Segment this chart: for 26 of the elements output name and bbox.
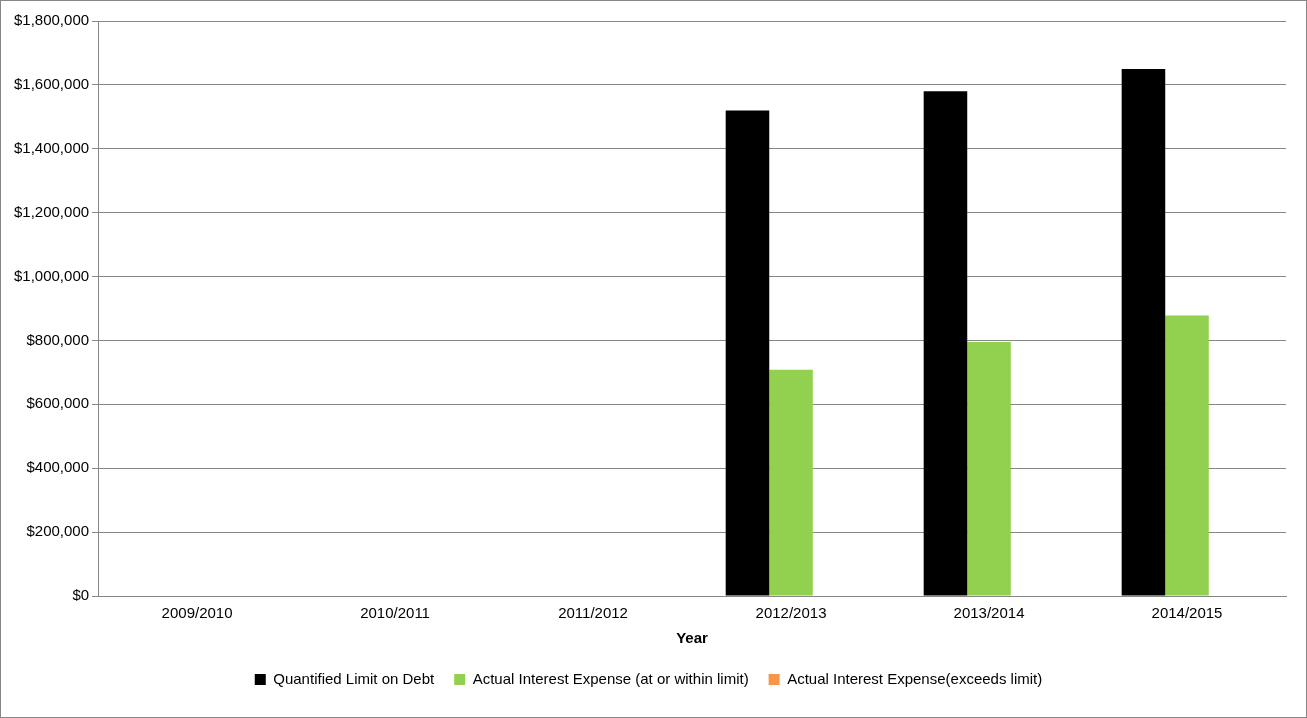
bar (769, 369, 813, 596)
y-tick-label: $1,800,000 (14, 11, 90, 29)
legend-label: Quantified Limit on Debt (273, 669, 436, 687)
y-tick-label: $0 (72, 586, 90, 604)
y-tick-label: $1,200,000 (14, 202, 90, 220)
bar (967, 342, 1011, 596)
x-tick-label: 2014/2015 (1151, 604, 1223, 622)
y-tick-label: $1,400,000 (14, 138, 90, 156)
bar (923, 91, 968, 596)
x-axis-title: Year (676, 629, 709, 647)
bar (725, 110, 770, 596)
y-tick-label: $800,000 (26, 330, 90, 348)
x-tick-label: 2010/2011 (360, 604, 430, 622)
x-tick-label: 2013/2014 (953, 604, 1025, 622)
y-tick-label: $400,000 (26, 458, 90, 476)
bar (1121, 68, 1166, 596)
x-tick-label: 2009/2010 (161, 604, 233, 622)
y-tick-label: $1,600,000 (14, 75, 90, 93)
x-tick-label: 2011/2012 (558, 604, 628, 622)
y-tick-label: $600,000 (26, 394, 90, 412)
x-tick-label: 2012/2013 (755, 604, 827, 622)
y-tick-label: $1,000,000 (14, 266, 90, 284)
legend-label: Actual Interest Expense(exceeds limit) (787, 669, 1043, 687)
bar (1165, 315, 1209, 596)
legend-label: Actual Interest Expense (at or within limit) (472, 669, 749, 687)
y-tick-label: $200,000 (26, 522, 90, 540)
